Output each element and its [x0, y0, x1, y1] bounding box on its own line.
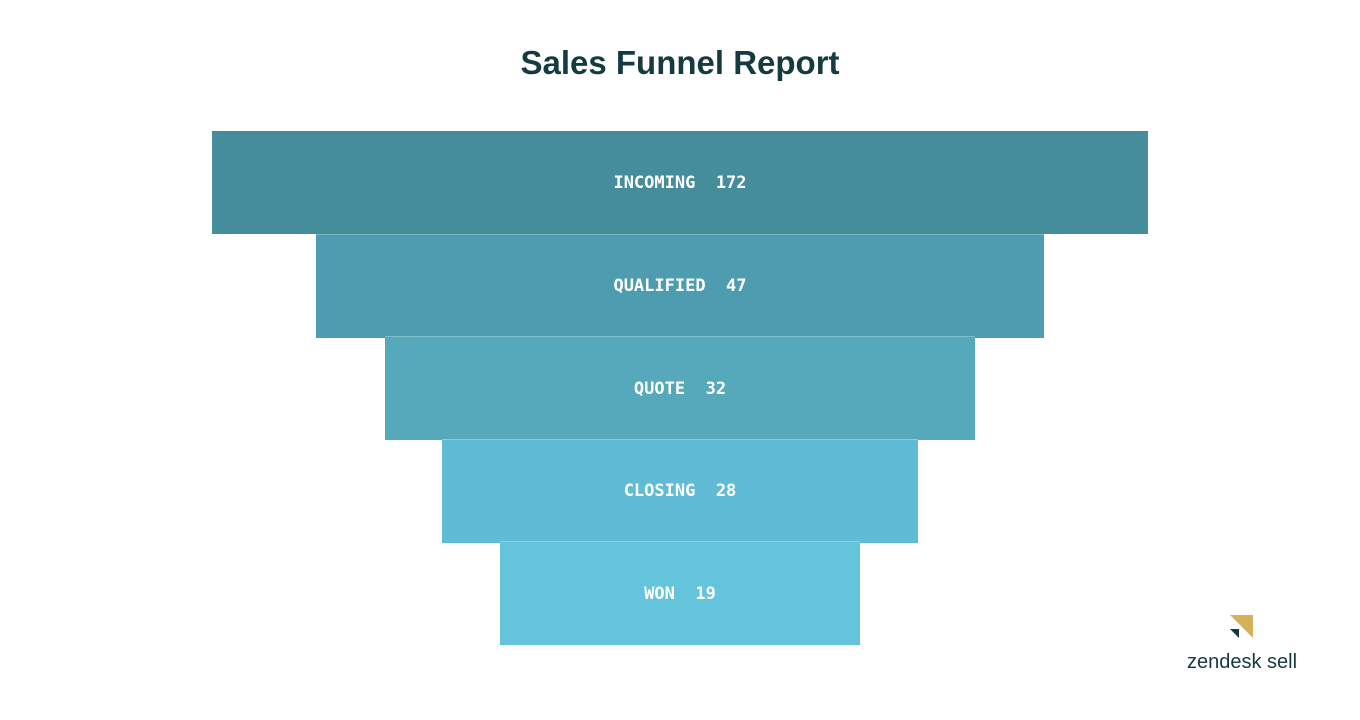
stage-label: CLOSING	[623, 481, 716, 502]
zendesk-sell-logo: zendesk sell	[1187, 615, 1297, 673]
stage-label: INCOMING	[613, 172, 716, 193]
funnel-stage-won: WON 19	[500, 541, 860, 646]
svg-text:zendesk sell: zendesk sell	[1187, 651, 1297, 673]
chart-title: Sales Funnel Report	[520, 44, 840, 81]
stage-value: 32	[705, 378, 727, 399]
funnel-stage-closing: CLOSING 28	[442, 438, 918, 543]
stage-value: 19	[695, 583, 716, 604]
stage-value: 47	[726, 276, 747, 297]
funnel-stage-incoming: INCOMING 172	[212, 131, 1148, 235]
funnel-stage-quote: QUOTE 32	[385, 336, 975, 441]
stage-value: 172	[715, 172, 747, 193]
stage-label: WON	[644, 583, 696, 604]
stage-label: QUALIFIED	[613, 276, 727, 297]
stage-label: QUOTE	[633, 378, 706, 399]
stage-value: 28	[715, 481, 737, 502]
funnel-stage-qualified: QUALIFIED 47	[316, 233, 1044, 338]
